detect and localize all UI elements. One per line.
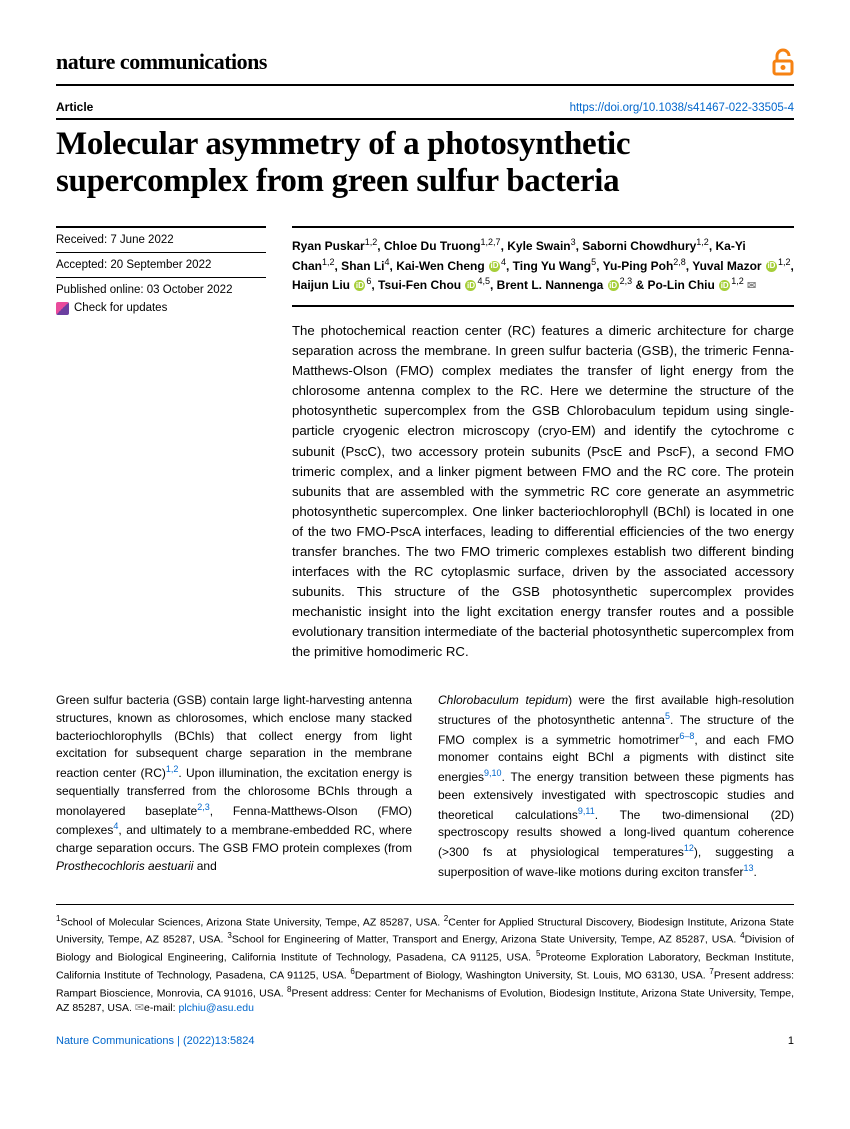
meta-row: Article https://doi.org/10.1038/s41467-0… (56, 100, 794, 120)
body-column-right: Chlorobaculum tepidum) were the first av… (438, 692, 794, 882)
affiliations-block: 1School of Molecular Sciences, Arizona S… (56, 904, 794, 1018)
accepted-date: Accepted: 20 September 2022 (56, 252, 266, 277)
received-date: Received: 7 June 2022 (56, 226, 266, 252)
article-type-label: Article (56, 100, 93, 114)
check-updates-label: Check for updates (74, 302, 167, 314)
body-text-columns: Green sulfur bacteria (GSB) contain larg… (56, 692, 794, 882)
published-date: Published online: 03 October 2022 (56, 277, 266, 302)
footer-citation: Nature Communications | (2022)13:5824 (56, 1035, 255, 1047)
authors-abstract-column: Ryan Puskar1,2, Chloe Du Truong1,2,7, Ky… (292, 226, 794, 662)
author-list: Ryan Puskar1,2, Chloe Du Truong1,2,7, Ky… (292, 226, 794, 307)
open-access-icon (772, 48, 794, 76)
brand-row: nature communications (56, 48, 794, 86)
body-column-left: Green sulfur bacteria (GSB) contain larg… (56, 692, 412, 882)
article-title: Molecular asymmetry of a photosynthetic … (56, 126, 794, 200)
page-container: nature communications Article https://do… (0, 0, 850, 1077)
header-two-col: Received: 7 June 2022 Accepted: 20 Septe… (56, 226, 794, 662)
journal-brand: nature communications (56, 49, 267, 75)
check-for-updates-button[interactable]: Check for updates (56, 302, 266, 315)
abstract-text: The photochemical reaction center (RC) f… (292, 321, 794, 662)
footer-row: Nature Communications | (2022)13:5824 1 (56, 1035, 794, 1047)
doi-link[interactable]: https://doi.org/10.1038/s41467-022-33505… (570, 102, 794, 114)
dates-column: Received: 7 June 2022 Accepted: 20 Septe… (56, 226, 266, 662)
crossmark-icon (56, 302, 69, 315)
page-number: 1 (788, 1035, 794, 1047)
